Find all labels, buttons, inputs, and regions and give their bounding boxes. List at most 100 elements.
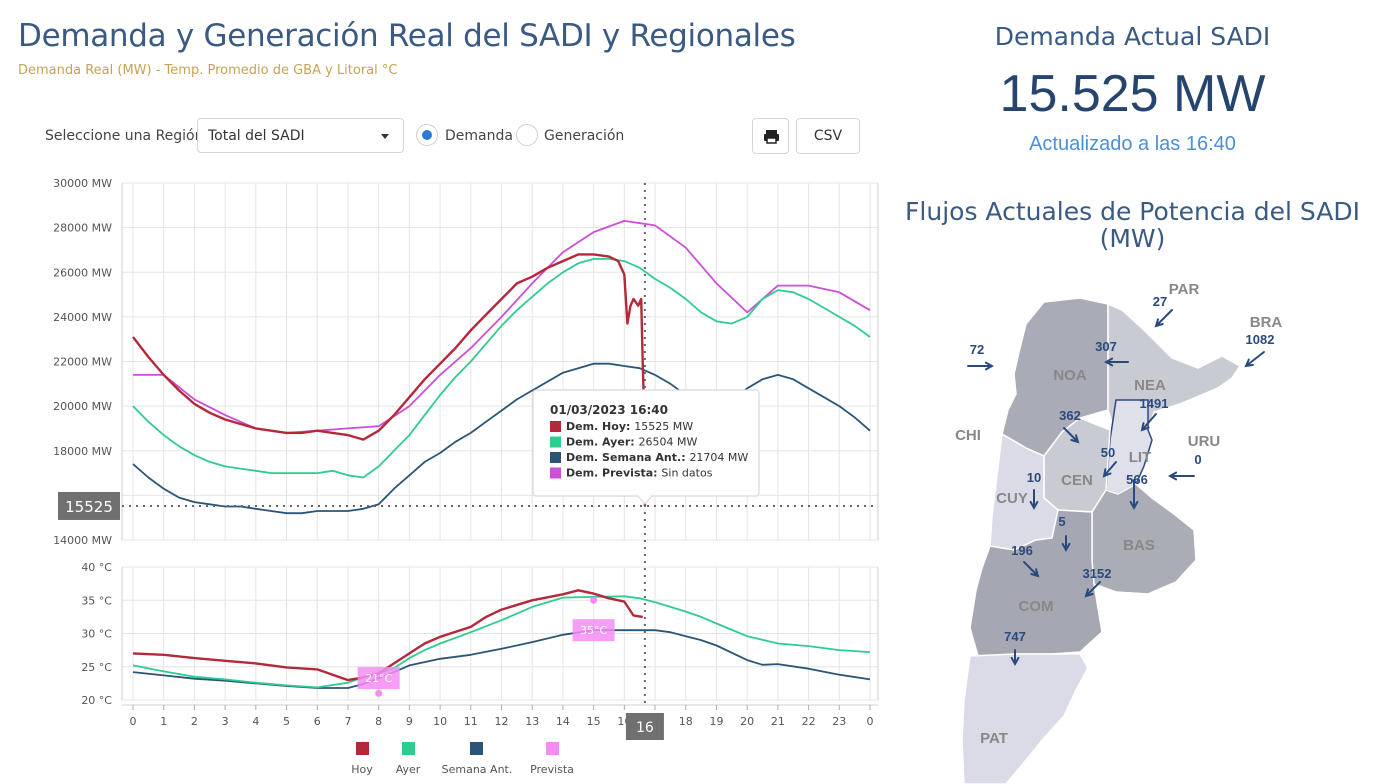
legend-label-hoy[interactable]: Hoy [351,763,373,776]
y-tick-label: 35 °C [81,594,112,607]
legend-label-prevista[interactable]: Prevista [530,763,574,776]
radio-demanda[interactable] [416,124,438,146]
legend-swatch-prevista[interactable] [546,742,559,755]
flow-value-nea-noa: 307 [1095,339,1117,354]
y-tick-label: 20 °C [81,694,112,707]
prevista-temp-point [375,689,383,697]
legend-label-ayer[interactable]: Ayer [396,763,421,776]
x-tick-label: 6 [314,715,321,728]
tooltip-row-ayer: Dem. Ayer: 26504 MW [566,436,697,449]
legend-swatch-semana[interactable] [470,742,483,755]
y-tick-label: 18000 MW [53,445,112,458]
flow-value-bra: 1082 [1246,332,1275,347]
region-select-value: Total del SADI [208,128,305,144]
region-label-lit: LIT [1129,449,1152,466]
tooltip-row-prevista: Dem. Prevista: Sin datos [566,467,713,480]
flow-arrow-icon [1063,427,1080,444]
flow-arrow-icon [1140,413,1157,432]
region-select[interactable]: Total del SADI [197,118,404,153]
y-tick-label: 30000 MW [53,177,112,190]
region-label-noa: NOA [1053,367,1087,384]
x-tick-label: 2 [191,715,198,728]
x-tick-label: 10 [433,715,447,728]
x-tick-label: 9 [406,715,413,728]
tooltip-row-hoy: Dem. Hoy: 15525 MW [566,420,693,433]
y-tick-label: 25 °C [81,661,112,674]
radio-demanda-label[interactable]: Demanda [445,128,513,144]
flows-title: Flujos Actuales de Potencia del SADI (MW… [905,198,1360,252]
flows-title-line1: Flujos Actuales de Potencia del SADI [905,197,1360,226]
flow-value-cen-lit: 50 [1101,445,1115,460]
current-demand-value: 15.525 MW [999,65,1266,123]
flow-value-com-bas: 3152 [1083,566,1112,581]
x-tick-label: 19 [709,715,723,728]
printer-icon [764,130,779,144]
flow-value-nea-lit: 1491 [1140,396,1169,411]
flow-arrow-icon [1084,581,1101,598]
y-tick-label: 20000 MW [53,400,112,413]
x-tick-label: 21 [771,715,785,728]
region-label-cuy: CUY [996,490,1028,507]
x-tick-label: 8 [375,715,382,728]
x-tick-label: 12 [495,715,509,728]
legend-label-semana[interactable]: Semana Ant. [442,763,513,776]
radio-generacion-label[interactable]: Generación [544,128,625,144]
y-tick-label: 14000 MW [53,534,112,547]
flow-value-noa-cen: 362 [1059,408,1081,423]
flow-value-par: 27 [1153,294,1167,309]
flow-arrow-icon [1010,649,1020,667]
x-tick-label: 5 [283,715,290,728]
series-line-semana [132,362,871,515]
x-tick-label: 18 [679,715,693,728]
flow-value-cuy-cen: 10 [1027,470,1041,485]
flow-arrow-icon [1061,535,1071,553]
region-label-bra: BRA [1250,314,1283,331]
demand-temperature-chart: 30000 MW 28000 MW 26000 MW 24000 MW 22000 MW… [53,177,879,776]
prevista-temp-label-box [572,619,615,642]
flow-value-cuy-com: 196 [1011,543,1033,558]
region-label-nea: NEA [1134,377,1166,394]
x-tick-label: 7 [344,715,351,728]
temp-line-hoy [132,589,643,682]
x-tick-label: 13 [525,715,539,728]
region-label-com: COM [1019,598,1054,615]
x-tick-label: 0 [867,715,874,728]
flow-arrow-icon [1103,357,1129,367]
csv-button[interactable]: CSV [796,118,860,154]
x-tick-label: 23 [832,715,846,728]
legend-swatch-ayer[interactable] [402,742,415,755]
tooltip-date: 01/03/2023 16:40 [550,403,668,417]
y-tick-label: 40 °C [81,561,112,574]
x-tick-label: 15 [587,715,601,728]
region-label-pat: PAT [980,730,1008,747]
region-label-uru: URU [1188,433,1221,450]
series-line-hoy [132,253,647,507]
flow-arrow-icon [1029,489,1039,511]
tooltip-pointer [636,495,654,505]
region-label-chi: CHI [955,427,981,444]
flow-arrow-icon [1244,351,1265,368]
current-demand-title: Demanda Actual SADI [994,22,1271,51]
tooltip-row-semana: Dem. Semana Ant.: 21704 MW [566,451,748,464]
flow-arrow-icon [967,361,995,371]
page-title: Demanda y Generación Real del SADI y Reg… [18,18,796,54]
region-pat[interactable] [961,653,1089,784]
prevista-temp-label-box [357,667,400,690]
x-tick-label: 20 [740,715,754,728]
flows-title-line2: (MW) [1099,224,1166,253]
legend-swatch-hoy[interactable] [356,742,369,755]
x-tick-label: 22 [802,715,816,728]
y-tick-label: 30 °C [81,628,112,641]
x-tick-label: 4 [252,715,259,728]
x-tick-label: 0 [130,715,137,728]
flow-value-cen-bas: 5 [1058,514,1065,529]
print-button[interactable] [752,118,789,154]
series-line-ayer [132,258,871,479]
x-tick-label: 3 [222,715,229,728]
crosshair-y-label: 15525 [65,498,113,516]
x-tick-label: 14 [556,715,570,728]
crosshair-y-badge [58,491,120,520]
radio-generacion[interactable] [516,124,538,146]
tooltip-swatch-prevista [550,467,561,479]
tooltip-swatch-ayer [550,436,561,448]
